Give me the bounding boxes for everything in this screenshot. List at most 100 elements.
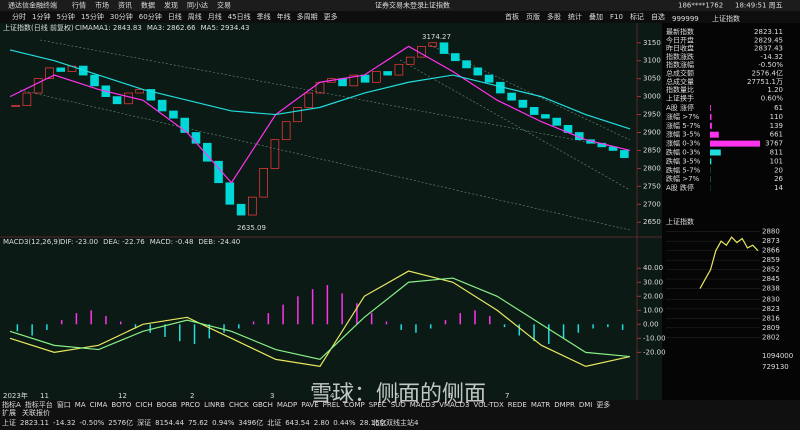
indicator-tab[interactable]: 窗口	[57, 400, 71, 409]
app-name: 通达信金融终端	[8, 1, 57, 10]
tool-button[interactable]: 自选	[651, 12, 665, 21]
macd-tick-label: 10.00	[643, 306, 663, 314]
indicator-name: CIMA	[75, 24, 93, 32]
breadth-bar	[710, 105, 711, 111]
tool-button[interactable]: 页版	[526, 12, 540, 21]
period-button[interactable]: 多周期	[297, 12, 318, 21]
candle	[304, 92, 314, 108]
quote-label: 总成交量	[666, 77, 694, 86]
indicator-tab[interactable]: LINRB	[204, 401, 225, 409]
status-item: 0.44%	[333, 419, 356, 427]
period-button[interactable]: 15分钟	[81, 12, 104, 21]
period-button[interactable]: 年线	[277, 12, 291, 21]
candle	[202, 142, 212, 162]
indicator-tab[interactable]: SPEC	[369, 401, 387, 409]
indicator-tab[interactable]: 更多	[596, 400, 610, 409]
sub-tab[interactable]: 关联报价	[22, 408, 50, 417]
candle	[360, 74, 370, 83]
period-button[interactable]: 日线	[168, 12, 182, 21]
mini-tick-label: 2809	[762, 324, 780, 332]
period-button[interactable]: 周线	[188, 12, 202, 21]
quote-value: -14.32	[760, 53, 783, 61]
indicator-tab[interactable]: CICH	[135, 401, 152, 409]
indicator-tab[interactable]: MATR	[531, 401, 551, 409]
indicator-tab[interactable]: PREL	[323, 401, 341, 409]
indicator-tab[interactable]: PAVE	[301, 401, 318, 409]
quote-value: 2837.43	[754, 45, 783, 53]
quote-label: 昨日收盘	[666, 44, 694, 53]
date-label: 12	[118, 392, 127, 400]
watermark: 雪球：侧面的侧面	[310, 382, 486, 407]
tool-button[interactable]: 标记	[630, 12, 644, 21]
clock: 18:49:51 周五	[735, 2, 783, 10]
macd-tick-label: -10.00	[643, 334, 666, 342]
candle	[428, 42, 438, 47]
price-tick-label: 2850	[643, 146, 661, 154]
tool-button[interactable]: F10	[610, 13, 623, 21]
candle	[439, 42, 449, 54]
date-label: 4	[330, 392, 335, 400]
tool-button[interactable]: 叠加	[589, 12, 603, 21]
mini-price-line	[699, 236, 759, 289]
period-button[interactable]: 5分钟	[56, 12, 74, 21]
indicator-tab[interactable]: 指标平台	[25, 400, 53, 409]
macd-tick-label: 40.00	[643, 264, 663, 272]
menu-item[interactable]: 数据	[141, 1, 155, 10]
tool-button[interactable]: 统计	[568, 12, 582, 21]
indicator-tab[interactable]: VOL-TDX	[473, 401, 504, 409]
menu-item[interactable]: 交易	[217, 1, 231, 10]
indicator-tab[interactable]: DMPR	[554, 401, 575, 409]
indicator-tab[interactable]: VMACD3	[439, 401, 469, 409]
dea-line	[9, 277, 631, 361]
candle	[405, 56, 415, 65]
quote-label: 上证换手	[666, 93, 694, 102]
status-item: 0.94%	[212, 419, 235, 427]
indicator-tab[interactable]: CIMA	[90, 401, 108, 409]
candle	[146, 89, 156, 101]
period-button[interactable]: 分时	[12, 12, 26, 21]
candle	[248, 196, 257, 216]
ma-value: MA3: 2862.66	[147, 24, 196, 32]
indicator-tab[interactable]: MACD3	[410, 401, 435, 409]
date-label: 2023年	[3, 391, 28, 400]
menu-item[interactable]: 市场	[95, 1, 109, 10]
macd-tick-label: -20.00	[643, 348, 666, 356]
period-button[interactable]: 45日线	[228, 12, 251, 21]
indicator-tab[interactable]: MADP	[277, 401, 297, 409]
indicator-tab[interactable]: REDE	[508, 401, 527, 409]
indicator-tab[interactable]: BOGB	[157, 401, 178, 409]
tool-button[interactable]: 多股	[547, 12, 561, 21]
volume-tick-label: 1094000	[762, 352, 793, 360]
indicator-tab[interactable]: CHCK	[229, 401, 249, 409]
period-button[interactable]: 30分钟	[110, 12, 133, 21]
sub-tab[interactable]: 扩展	[2, 408, 16, 417]
indicator-tab[interactable]: DMI	[579, 401, 593, 409]
breadth-label: A股 涨停	[666, 103, 694, 112]
candle	[383, 71, 392, 76]
menu-item[interactable]: 同小达	[187, 1, 208, 10]
breadth-value: 811	[770, 149, 783, 157]
mini-tick-label: 2816	[762, 314, 780, 322]
indicator-tab[interactable]: GBCH	[253, 401, 273, 409]
period-button[interactable]: 更多	[324, 12, 338, 21]
menu-item[interactable]: 资讯	[118, 1, 132, 10]
menu-item[interactable]: 发现	[164, 1, 178, 10]
indicator-tab[interactable]: MA	[75, 401, 86, 409]
tool-button[interactable]: 首板	[505, 12, 519, 21]
indicator-tab[interactable]: SUO	[391, 401, 407, 409]
candle	[552, 117, 562, 126]
breadth-value: 101	[770, 157, 783, 165]
period-button[interactable]: 季线	[257, 12, 271, 21]
period-button[interactable]: 月线	[208, 12, 222, 21]
date-label: 2	[190, 392, 194, 400]
indicator-tab[interactable]: PRCO	[181, 401, 201, 409]
menu-item[interactable]: 行情	[72, 1, 86, 10]
period-button[interactable]: 1分钟	[32, 12, 50, 21]
indicator-tab[interactable]: BOTO	[111, 401, 131, 409]
period-button[interactable]: 60分钟	[139, 12, 162, 21]
macd-stat: MACD: -0.48	[150, 238, 194, 246]
mini-title: 上证指数	[666, 217, 694, 226]
indicator-tab[interactable]: 指标A	[2, 400, 21, 409]
breadth-value: 661	[770, 131, 783, 139]
indicator-tab[interactable]: COMP	[344, 401, 365, 409]
